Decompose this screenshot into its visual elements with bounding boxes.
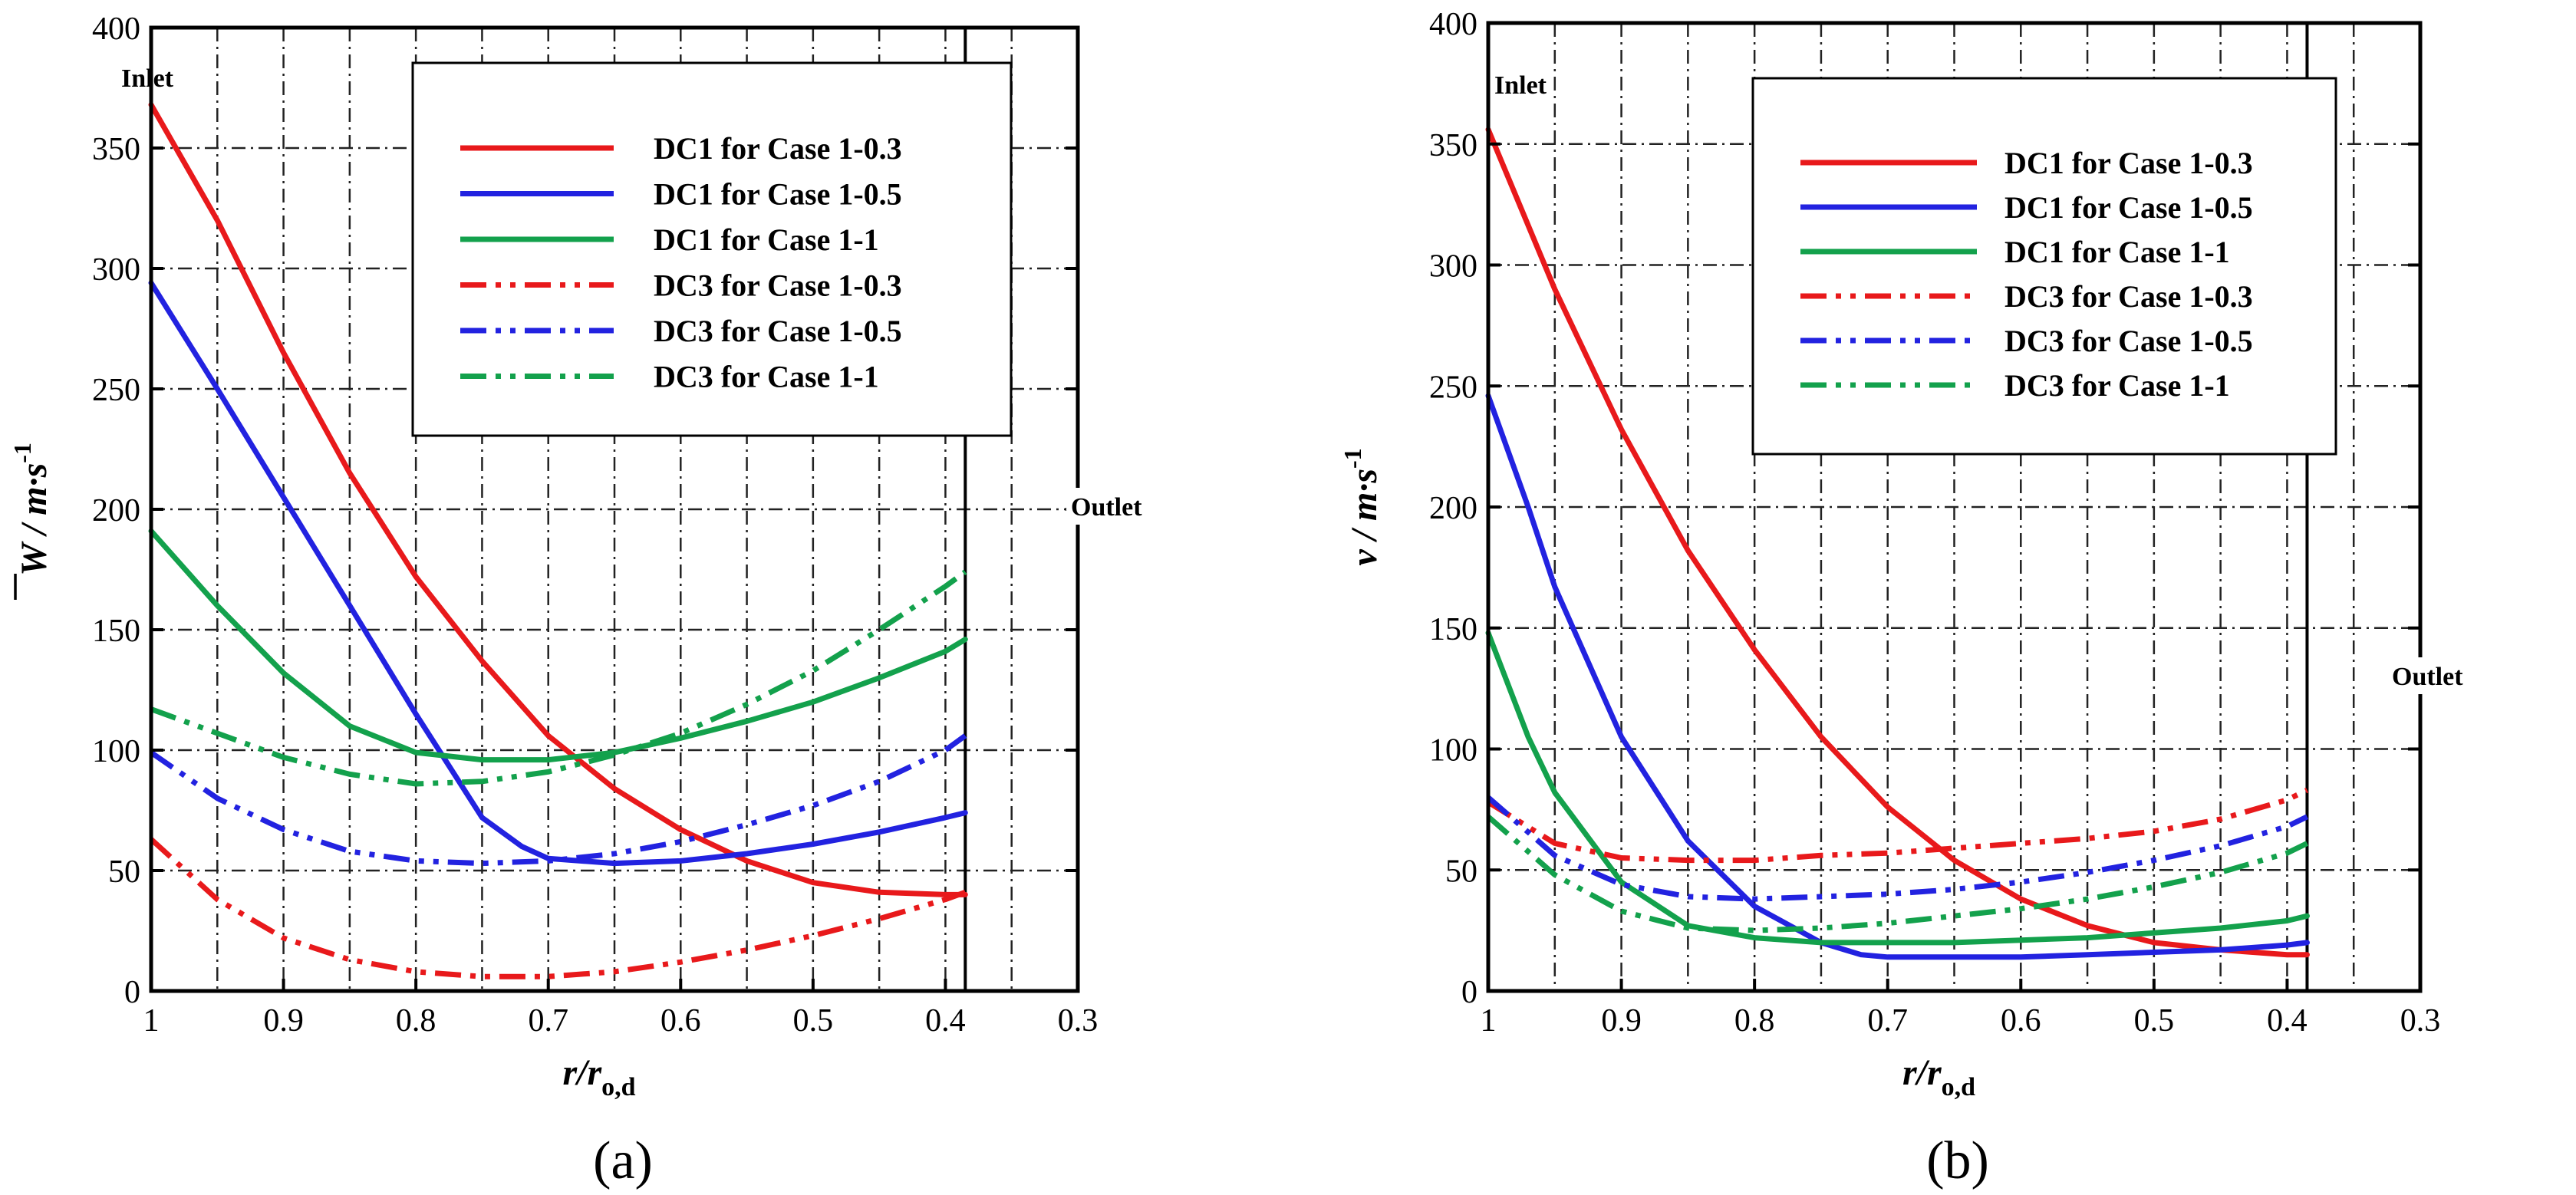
y-tick-label: 200	[92, 493, 140, 528]
legend-label-4: DC3 for Case 1-0.3	[2004, 279, 2253, 314]
legend-label-1: DC1 for Case 1-0.3	[654, 131, 902, 166]
series-line-4	[149, 837, 967, 979]
y-tick-label: 350	[92, 132, 140, 167]
panel-label-b: (b)	[1926, 1131, 1989, 1190]
x-tick-label: 0.8	[1734, 1003, 1775, 1039]
x-tick-label: 0.9	[1601, 1003, 1642, 1039]
legend: DC1 for Case 1-0.3 DC1 for Case 1-0.5 DC1 …	[1751, 77, 2337, 456]
legend-label-6: DC3 for Case 1-1	[654, 360, 879, 394]
series-line-3	[1485, 630, 2310, 946]
inlet-label: Inlet	[121, 64, 174, 93]
legend-box	[1751, 77, 2337, 456]
legend-label-5: DC3 for Case 1-0.5	[654, 314, 902, 348]
x-tick-label: 0.7	[528, 1003, 568, 1039]
y-tick-label: 50	[1445, 854, 1477, 889]
y-tick-label: 400	[92, 12, 140, 47]
y-tick-label: 100	[92, 734, 140, 769]
y-tick-label: 50	[108, 854, 140, 890]
x-tick-label: 1	[143, 1003, 160, 1039]
legend-label-5: DC3 for Case 1-0.5	[2004, 324, 2253, 358]
y-axis-label-sup: -1	[8, 443, 36, 463]
chart-panel-a: (a) DC1 for Case 1-0.3 DC1 for Case 1-0.5…	[8, 12, 1168, 1190]
y-tick-label: 150	[92, 614, 140, 649]
x-tick-label: 0.6	[660, 1003, 701, 1039]
x-tick-label: 0.4	[2267, 1003, 2308, 1039]
x-tick-label: 0.6	[2001, 1003, 2041, 1039]
x-axis-label-sub: o,d	[1942, 1073, 1976, 1101]
x-tick-label: 0.3	[1058, 1003, 1099, 1039]
legend-label-6: DC3 for Case 1-1	[2004, 368, 2230, 403]
series-line-3	[148, 528, 968, 763]
chart-panel-b: (b) DC1 for Case 1-0.3 DC1 for Case 1-0.5…	[1339, 7, 2489, 1190]
y-axis-label-sup: -1	[1339, 448, 1366, 469]
legend-label-2: DC1 for Case 1-0.5	[2004, 190, 2253, 225]
x-tick-label: 0.7	[1867, 1003, 1908, 1039]
x-tick-label: 0.8	[396, 1003, 436, 1039]
x-tick-label: 1	[1481, 1003, 1497, 1039]
y-axis-label-main: v / m·s	[1344, 469, 1385, 566]
x-tick-label: 0.3	[2400, 1003, 2441, 1039]
y-tick-label: 400	[1429, 7, 1477, 42]
x-tick-label: 0.5	[793, 1003, 834, 1039]
series-line-1	[148, 102, 968, 897]
y-tick-label: 0	[124, 975, 140, 1010]
y-tick-label: 250	[92, 373, 140, 408]
y-tick-label: 350	[1429, 128, 1477, 163]
y-tick-label: 300	[1429, 249, 1477, 285]
y-tick-label: 0	[1461, 975, 1477, 1010]
legend-label-3: DC1 for Case 1-1	[2004, 235, 2230, 269]
inlet-label: Inlet	[1494, 71, 1547, 100]
series-line-6	[1486, 815, 2309, 933]
y-tick-label: 250	[1429, 370, 1477, 405]
x-axis-label-main: r/r	[562, 1052, 602, 1093]
y-axis-label: W / m·s-1	[8, 443, 54, 576]
y-tick-label: 150	[1429, 612, 1477, 647]
x-axis-label: r/ro,d	[1902, 1052, 1975, 1101]
legend: DC1 for Case 1-0.3 DC1 for Case 1-0.5 DC1 …	[411, 61, 1013, 437]
series-line-2	[1485, 393, 2310, 960]
outlet-label-bg	[2387, 657, 2489, 694]
y-tick-label: 200	[1429, 491, 1477, 526]
outlet-label-bg	[1066, 488, 1168, 525]
y-axis-label-main: W / m·s	[14, 463, 54, 576]
legend-label-1: DC1 for Case 1-0.3	[2004, 146, 2253, 180]
legend-label-2: DC1 for Case 1-0.5	[654, 177, 902, 212]
series-line-5	[1486, 795, 2309, 902]
x-tick-label: 0.4	[925, 1003, 966, 1039]
series-line-5	[150, 733, 967, 867]
outlet-label: Outlet	[1071, 493, 1142, 522]
panel-label-a: (a)	[593, 1131, 653, 1190]
legend-label-4: DC3 for Case 1-0.3	[654, 268, 902, 303]
x-tick-label: 0.5	[2134, 1003, 2175, 1039]
y-tick-label: 300	[92, 252, 140, 288]
x-tick-label: 0.9	[263, 1003, 304, 1039]
series-line-6	[150, 569, 967, 787]
x-axis-label-main: r/r	[1902, 1052, 1942, 1093]
x-axis-label: r/ro,d	[562, 1052, 635, 1101]
y-tick-label: 100	[1429, 733, 1477, 769]
x-axis-label-sub: o,d	[601, 1073, 636, 1101]
y-axis-label: v / m·s-1	[1339, 448, 1385, 565]
outlet-label: Outlet	[2392, 663, 2463, 691]
legend-label-3: DC1 for Case 1-1	[654, 222, 879, 257]
